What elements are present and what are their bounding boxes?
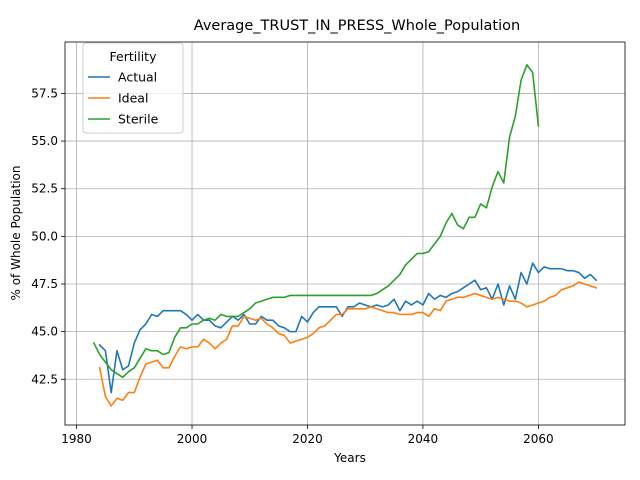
legend-title: Fertility	[110, 49, 158, 64]
x-axis-ticks: 1980 2000 2020 2040 2060	[61, 425, 554, 446]
x-tick-label: 2060	[523, 432, 554, 446]
legend-label-actual: Actual	[118, 70, 157, 85]
series-line-actual	[98, 262, 598, 394]
y-axis-label: % of Whole Population	[9, 166, 23, 301]
y-tick-label: 47.5	[31, 277, 58, 291]
x-tick-label: 2020	[292, 432, 323, 446]
y-tick-label: 45.0	[31, 325, 58, 339]
x-tick-label: 1980	[61, 432, 92, 446]
series-line-ideal	[98, 281, 598, 407]
series-lines	[92, 64, 598, 407]
legend-entries: Actual Ideal Sterile	[88, 70, 159, 127]
chart-title: Average_TRUST_IN_PRESS_Whole_Population	[194, 18, 520, 34]
y-tick-label: 52.5	[31, 182, 58, 196]
grid-lines	[65, 42, 625, 425]
legend-label-sterile: Sterile	[118, 112, 159, 127]
legend-box	[82, 42, 184, 134]
y-tick-label: 55.0	[31, 134, 58, 148]
y-tick-label: 42.5	[31, 372, 58, 386]
x-tick-label: 2040	[408, 432, 439, 446]
x-tick-label: 2000	[177, 432, 208, 446]
y-tick-label: 50.0	[31, 229, 58, 243]
plot-frame	[64, 41, 626, 426]
series-line-sterile	[92, 64, 540, 379]
y-axis-ticks: 42.5 45.0 47.5 50.0 52.5 55.0 57.5	[31, 86, 65, 386]
y-tick-label: 57.5	[31, 86, 58, 100]
legend-label-ideal: Ideal	[118, 91, 148, 106]
legend: Fertility Actual Ideal Sterile	[82, 42, 184, 134]
x-axis-label: Years	[333, 451, 366, 465]
